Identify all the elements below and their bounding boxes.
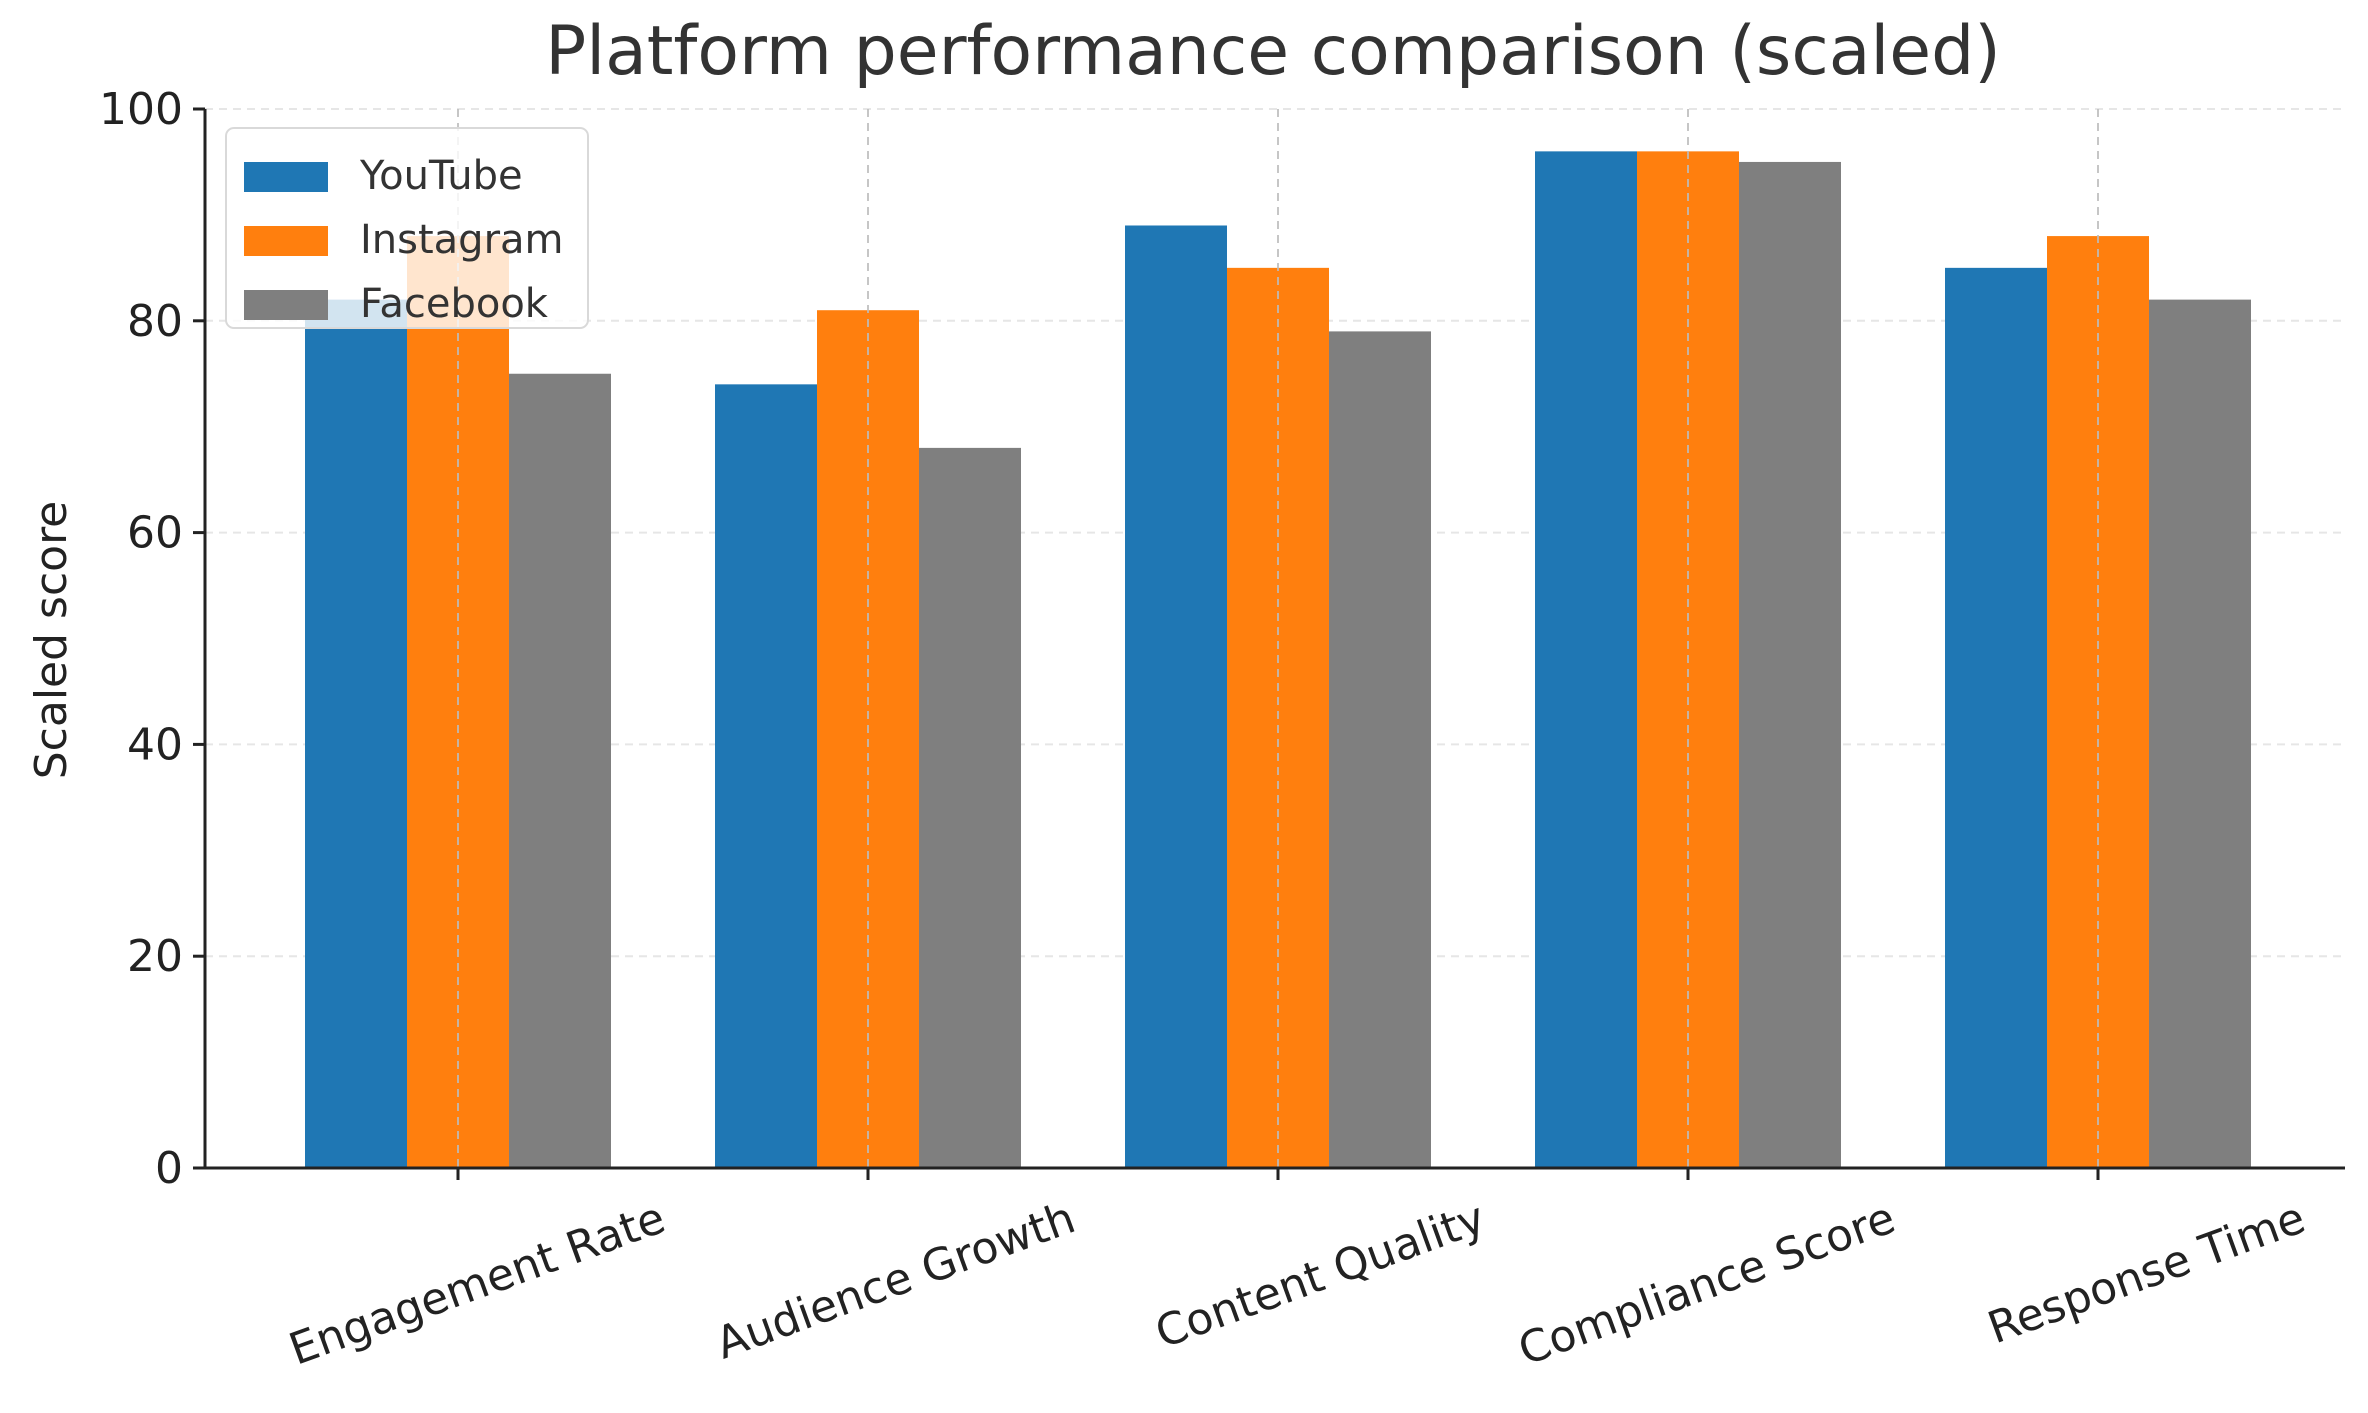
y-tick-label-60: 60	[127, 508, 183, 559]
bar-youtube-2	[715, 384, 817, 1169]
bar-facebook-4	[1739, 161, 1841, 1168]
y-tick-label-40: 40	[127, 719, 183, 770]
x-tick-label-5: Response Time	[1981, 1192, 2311, 1354]
y-tick-label-100: 100	[99, 84, 183, 135]
bar-facebook-3	[1329, 331, 1431, 1168]
y-tick-label-20: 20	[127, 931, 183, 982]
legend: YouTube Instagram Facebook	[225, 127, 589, 329]
legend-label-facebook: Facebook	[360, 281, 549, 327]
bar-youtube-1	[305, 299, 407, 1168]
y-axis-label: Scaled score	[26, 501, 77, 780]
legend-label-youtube: YouTube	[359, 153, 523, 199]
y-tick-label-0: 0	[155, 1143, 183, 1194]
legend-label-instagram: Instagram	[360, 217, 564, 263]
bar-youtube-3	[1125, 225, 1227, 1169]
chart-title: Platform performance comparison (scaled)	[545, 12, 2001, 91]
x-tick-label-3: Content Quality	[1149, 1192, 1492, 1358]
bar-youtube-4	[1535, 151, 1637, 1169]
x-tick-label-2: Audience Growth	[709, 1192, 1081, 1369]
legend-swatch-instagram	[244, 226, 328, 256]
x-tick-label-4: Compliance Score	[1512, 1192, 1902, 1375]
y-tick-label-80: 80	[127, 296, 183, 347]
x-tick-label-1: Engagement Rate	[283, 1192, 672, 1375]
bar-facebook-1	[509, 373, 611, 1168]
bars-layer	[305, 151, 2251, 1169]
bar-youtube-5	[1945, 267, 2047, 1169]
bar-facebook-5	[2149, 299, 2251, 1168]
legend-swatch-youtube	[244, 162, 328, 192]
legend-swatch-facebook	[244, 290, 328, 320]
bar-facebook-2	[919, 447, 1021, 1168]
